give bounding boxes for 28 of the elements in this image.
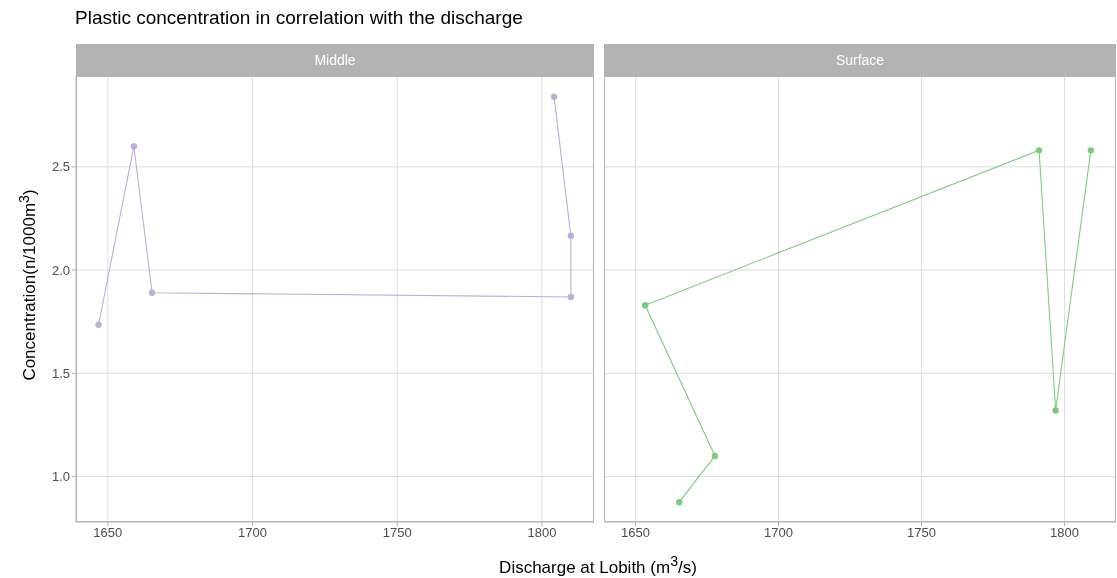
- x-tick-label: 1700: [238, 525, 267, 541]
- x-tick-label: 1700: [764, 525, 793, 541]
- x-tick-label: 1800: [527, 525, 557, 541]
- point: [676, 498, 683, 506]
- chart-subtitle: Middle: [76, 44, 594, 76]
- point: [130, 143, 138, 150]
- x-tick-label: 1750: [382, 525, 412, 541]
- point: [567, 232, 575, 240]
- x-tick-label: 1650: [93, 525, 123, 541]
- y-tick-label: 2.5: [51, 159, 70, 175]
- point: [641, 301, 649, 309]
- y-tick-label: 1.5: [51, 365, 70, 381]
- point: [550, 93, 558, 100]
- point: [1035, 147, 1043, 154]
- x-tick-label: 1650: [621, 525, 650, 541]
- y-tick-label: 2.0: [51, 262, 70, 278]
- x-axis-title: Discharge at Lobith (m$^{3}$/s): [499, 553, 697, 578]
- point: [95, 321, 102, 329]
- x-tick-label: 1750: [907, 525, 936, 541]
- point: [567, 293, 575, 301]
- point: [1052, 407, 1059, 414]
- y-tick-label: 1.0: [51, 469, 70, 485]
- point: [148, 289, 156, 297]
- chart-title: Plastic concentration in correlation with the discharge: [75, 7, 523, 29]
- point: [1087, 147, 1095, 154]
- x-tick-label: 1800: [1050, 525, 1079, 541]
- point: [711, 452, 719, 460]
- chart-subtitle: Surface: [604, 44, 1116, 76]
